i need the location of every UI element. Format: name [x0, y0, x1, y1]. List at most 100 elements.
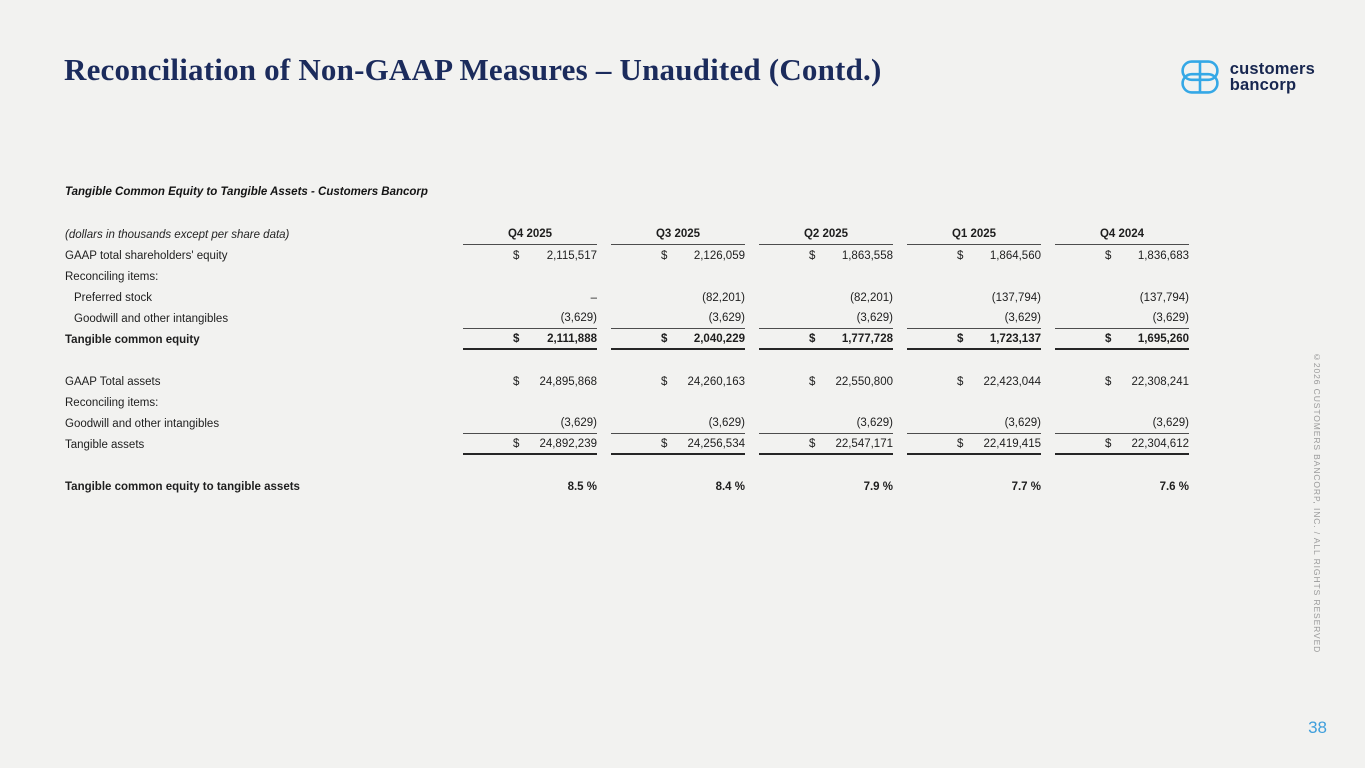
- cell-value: (3,629): [708, 417, 745, 429]
- cell-value: (3,629): [560, 312, 597, 324]
- row-label: Tangible common equity: [65, 333, 200, 346]
- cell: $1,723,137: [907, 329, 1041, 350]
- cell: $24,895,868: [463, 371, 597, 392]
- cell-value: 22,550,800: [835, 375, 893, 388]
- cell: $22,419,415: [907, 434, 1041, 455]
- cell-value: 22,304,612: [1131, 437, 1189, 450]
- column-header: Q2 2025: [759, 224, 893, 245]
- cell: 7.7 %: [907, 476, 1041, 497]
- currency-symbol: $: [957, 332, 964, 345]
- cell-value: 2,040,229: [693, 332, 745, 345]
- currency-symbol: $: [957, 375, 964, 388]
- currency-symbol: $: [513, 332, 520, 345]
- cell: $1,695,260: [1055, 329, 1189, 350]
- row-label: GAAP Total assets: [65, 375, 161, 388]
- cell: $22,304,612: [1055, 434, 1189, 455]
- cell: 7.9 %: [759, 476, 893, 497]
- cell-value: (3,629): [1004, 312, 1041, 324]
- cell-value: 7.9 %: [863, 480, 893, 493]
- row-label: Goodwill and other intangibles: [74, 312, 229, 325]
- cell: (3,629): [759, 308, 893, 329]
- cell: $2,115,517: [463, 245, 597, 266]
- units-note: (dollars in thousands except per share d…: [65, 228, 290, 241]
- cell-value: 22,419,415: [983, 437, 1041, 450]
- cell-value: (3,629): [708, 312, 745, 324]
- table-row: Tangible common equity $2,111,888 $2,040…: [65, 329, 1189, 350]
- table-row: GAAP total shareholders' equity $2,115,5…: [65, 245, 1189, 266]
- cell-value: 22,308,241: [1131, 375, 1189, 388]
- row-label: Tangible common equity to tangible asset…: [65, 480, 300, 493]
- cell: (3,629): [611, 413, 745, 434]
- currency-symbol: $: [513, 375, 520, 388]
- currency-symbol: $: [809, 375, 816, 388]
- currency-symbol: $: [809, 332, 816, 345]
- logo-line1: customers: [1229, 59, 1315, 78]
- currency-symbol: $: [1105, 375, 1112, 388]
- cell-value: 2,115,517: [546, 249, 597, 262]
- cell-value: 22,547,171: [835, 437, 893, 450]
- row-label: Goodwill and other intangibles: [65, 417, 220, 430]
- cell-value: 7.6 %: [1159, 480, 1189, 493]
- table-row: Reconciling items:: [65, 266, 1189, 287]
- customers-bancorp-icon: [1181, 60, 1219, 94]
- cell-value: –: [590, 291, 597, 304]
- cell: (82,201): [759, 287, 893, 308]
- cell-value: 1,777,728: [841, 332, 893, 345]
- cell: $2,126,059: [611, 245, 745, 266]
- cell-value: 1,723,137: [989, 332, 1041, 345]
- cell: $24,892,239: [463, 434, 597, 455]
- row-label: Tangible assets: [65, 438, 145, 451]
- company-logo: customers bancorp: [1181, 60, 1315, 94]
- cell-value: (137,794): [991, 291, 1041, 304]
- table-row: Reconciling items:: [65, 392, 1189, 413]
- page-title: Reconciliation of Non-GAAP Measures – Un…: [64, 52, 882, 87]
- table-header-row: (dollars in thousands except per share d…: [65, 224, 1189, 245]
- cell: $1,777,728: [759, 329, 893, 350]
- cell: 8.4 %: [611, 476, 745, 497]
- row-label: Reconciling items:: [65, 396, 159, 409]
- currency-symbol: $: [809, 437, 816, 450]
- currency-symbol: $: [661, 332, 668, 345]
- table-row: Goodwill and other intangibles (3,629) (…: [65, 413, 1189, 434]
- cell-value: 1,863,558: [841, 249, 893, 262]
- cell: $2,040,229: [611, 329, 745, 350]
- cell: $22,308,241: [1055, 371, 1189, 392]
- cell: $22,547,171: [759, 434, 893, 455]
- currency-symbol: $: [661, 249, 668, 262]
- cell-value: (3,629): [1004, 417, 1041, 429]
- cell: $2,111,888: [463, 329, 597, 350]
- cell-value: 24,892,239: [539, 437, 597, 450]
- cell-value: 24,260,163: [687, 375, 745, 388]
- cell: (137,794): [1055, 287, 1189, 308]
- cell-value: (82,201): [850, 291, 893, 304]
- cell: (3,629): [463, 413, 597, 434]
- cell: (3,629): [907, 308, 1041, 329]
- table-title: Tangible Common Equity to Tangible Asset…: [65, 186, 428, 198]
- cell: $24,256,534: [611, 434, 745, 455]
- currency-symbol: $: [957, 249, 964, 262]
- cell: (3,629): [1055, 308, 1189, 329]
- cell: 8.5 %: [463, 476, 597, 497]
- cell-value: (82,201): [702, 291, 745, 304]
- currency-symbol: $: [661, 375, 668, 388]
- row-label: Preferred stock: [74, 291, 152, 304]
- cell: 7.6 %: [1055, 476, 1189, 497]
- cell-value: (137,794): [1139, 291, 1189, 304]
- cell-value: 1,836,683: [1137, 249, 1189, 262]
- cell-value: (3,629): [560, 417, 597, 429]
- cell-value: 2,111,888: [547, 332, 597, 345]
- column-header: Q4 2024: [1055, 224, 1189, 245]
- cell: $22,550,800: [759, 371, 893, 392]
- logo-wordmark: customers bancorp: [1229, 59, 1315, 94]
- cell-value: 22,423,044: [983, 375, 1041, 388]
- table-row: Tangible assets $24,892,239 $24,256,534 …: [65, 434, 1189, 455]
- currency-symbol: $: [1105, 437, 1112, 450]
- cell: (3,629): [463, 308, 597, 329]
- cell: (3,629): [907, 413, 1041, 434]
- currency-symbol: $: [513, 249, 520, 262]
- cell-value: (3,629): [856, 312, 893, 324]
- cell: $1,864,560: [907, 245, 1041, 266]
- cell: (137,794): [907, 287, 1041, 308]
- column-header: Q1 2025: [907, 224, 1041, 245]
